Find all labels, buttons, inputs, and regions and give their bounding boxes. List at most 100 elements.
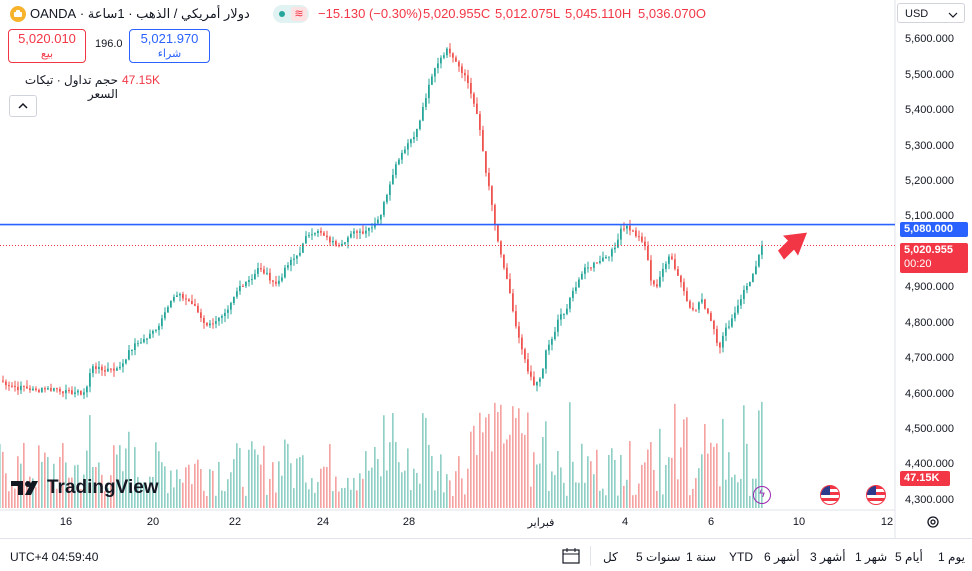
candle-body [647,246,649,261]
lightning-event-icon[interactable]: ϟ [753,486,771,504]
volume-bar [392,413,394,508]
volume-bar [677,479,679,508]
price-axis-label: 5,500.000 [905,68,954,81]
buy-button[interactable]: 5,021.970 شراء [129,29,210,63]
candle-body [719,342,721,348]
symbol-title[interactable]: دولار أمريكي / الذهب · 1ساعة · OANDA [30,6,250,21]
range-button[interactable]: شهر 1 [855,550,888,564]
range-button[interactable]: أشهر 6 [764,550,800,564]
candle-body [56,388,58,390]
volume-bar [512,406,514,508]
axis-settings-icon[interactable] [926,515,940,534]
price-axis-label: 4,700.000 [905,352,954,365]
volume-bar [683,419,685,508]
volume-bar [701,454,703,508]
range-button[interactable]: سنوات 5 [636,550,681,564]
volume-bar [473,425,475,508]
arrow-annotation [778,232,807,260]
candle-body [332,240,334,243]
volume-bar [254,449,256,508]
candle-body [20,385,22,391]
candle-body [557,319,559,332]
volume-bar [104,491,106,508]
volume-bar [110,475,112,508]
volume-bar [344,487,346,508]
volume-bar [728,452,730,508]
candle-body [35,388,37,391]
candle-body [629,225,631,231]
volume-bar [197,459,199,508]
volume-bar [404,470,406,508]
candle-body [551,339,553,345]
range-button[interactable]: يوم 1 [938,550,965,564]
volume-bar [365,451,367,508]
volume-bar [692,488,694,508]
volume-bar [233,459,235,508]
range-button[interactable]: أشهر 3 [810,550,846,564]
candle-body [152,330,154,334]
candle-body [704,299,706,309]
candle-body [278,280,280,284]
candle-body [251,279,253,281]
volume-bar [680,447,682,508]
volume-bar [410,490,412,508]
candle-body [725,327,727,336]
candle-body [695,309,697,311]
volume-bar [305,482,307,508]
candle-body [149,333,151,339]
last-price: 5,020.955 [904,244,953,256]
candle-body [95,366,97,370]
volume-bar [62,443,64,508]
candle-body [203,317,205,324]
candle-body [290,259,292,266]
candle-body [296,255,298,259]
collapse-legend-icon[interactable] [9,95,37,117]
volume-bar [539,463,541,508]
range-button[interactable]: أيام 5 [895,550,923,564]
candle-body [308,235,310,237]
candle-body [287,265,289,268]
volume-bar [215,495,217,508]
us-flag-event-icon[interactable] [866,485,886,505]
candle-body [395,164,397,175]
volume-bar [140,482,142,508]
candle-body [194,304,196,306]
candle-body [17,386,19,391]
candle-body [530,371,532,377]
candle-body [413,136,415,140]
candle-body [116,368,118,371]
candle-body [536,381,538,386]
candle-body [605,256,607,258]
volume-bar [452,495,454,508]
volume-bar [200,468,202,508]
candle-body [455,57,457,62]
sell-button[interactable]: 5,020.010 بيع [8,29,86,63]
volume-bar [8,491,10,508]
volume-bar [236,443,238,508]
volume-bar [281,475,283,508]
range-button[interactable]: YTD [729,550,753,564]
range-button[interactable]: سنة 1 [686,550,717,564]
candle-body [170,300,172,308]
candle-body [173,296,175,301]
us-flag-event-icon[interactable] [820,485,840,505]
volume-bar [266,494,268,508]
volume-bar [749,495,751,508]
volume-bar [641,464,643,508]
candle-body [29,388,31,391]
candle-body [344,242,346,244]
volume-bar [524,434,526,508]
price-axis-label: 5,400.000 [905,104,954,117]
range-button[interactable]: كل [603,550,618,564]
timezone-clock[interactable]: UTC+4 04:59:40 [10,550,99,564]
volume-label[interactable]: حجم تداول · تيكات السعر [24,73,118,101]
candle-body [392,174,394,185]
volume-bar [707,453,709,508]
volume-bar [605,495,607,508]
volume-bar [518,408,520,508]
volume-bar [77,464,79,508]
date-range-icon[interactable] [562,548,580,569]
candle-body [581,273,583,280]
currency-selector[interactable]: USD [897,3,965,23]
